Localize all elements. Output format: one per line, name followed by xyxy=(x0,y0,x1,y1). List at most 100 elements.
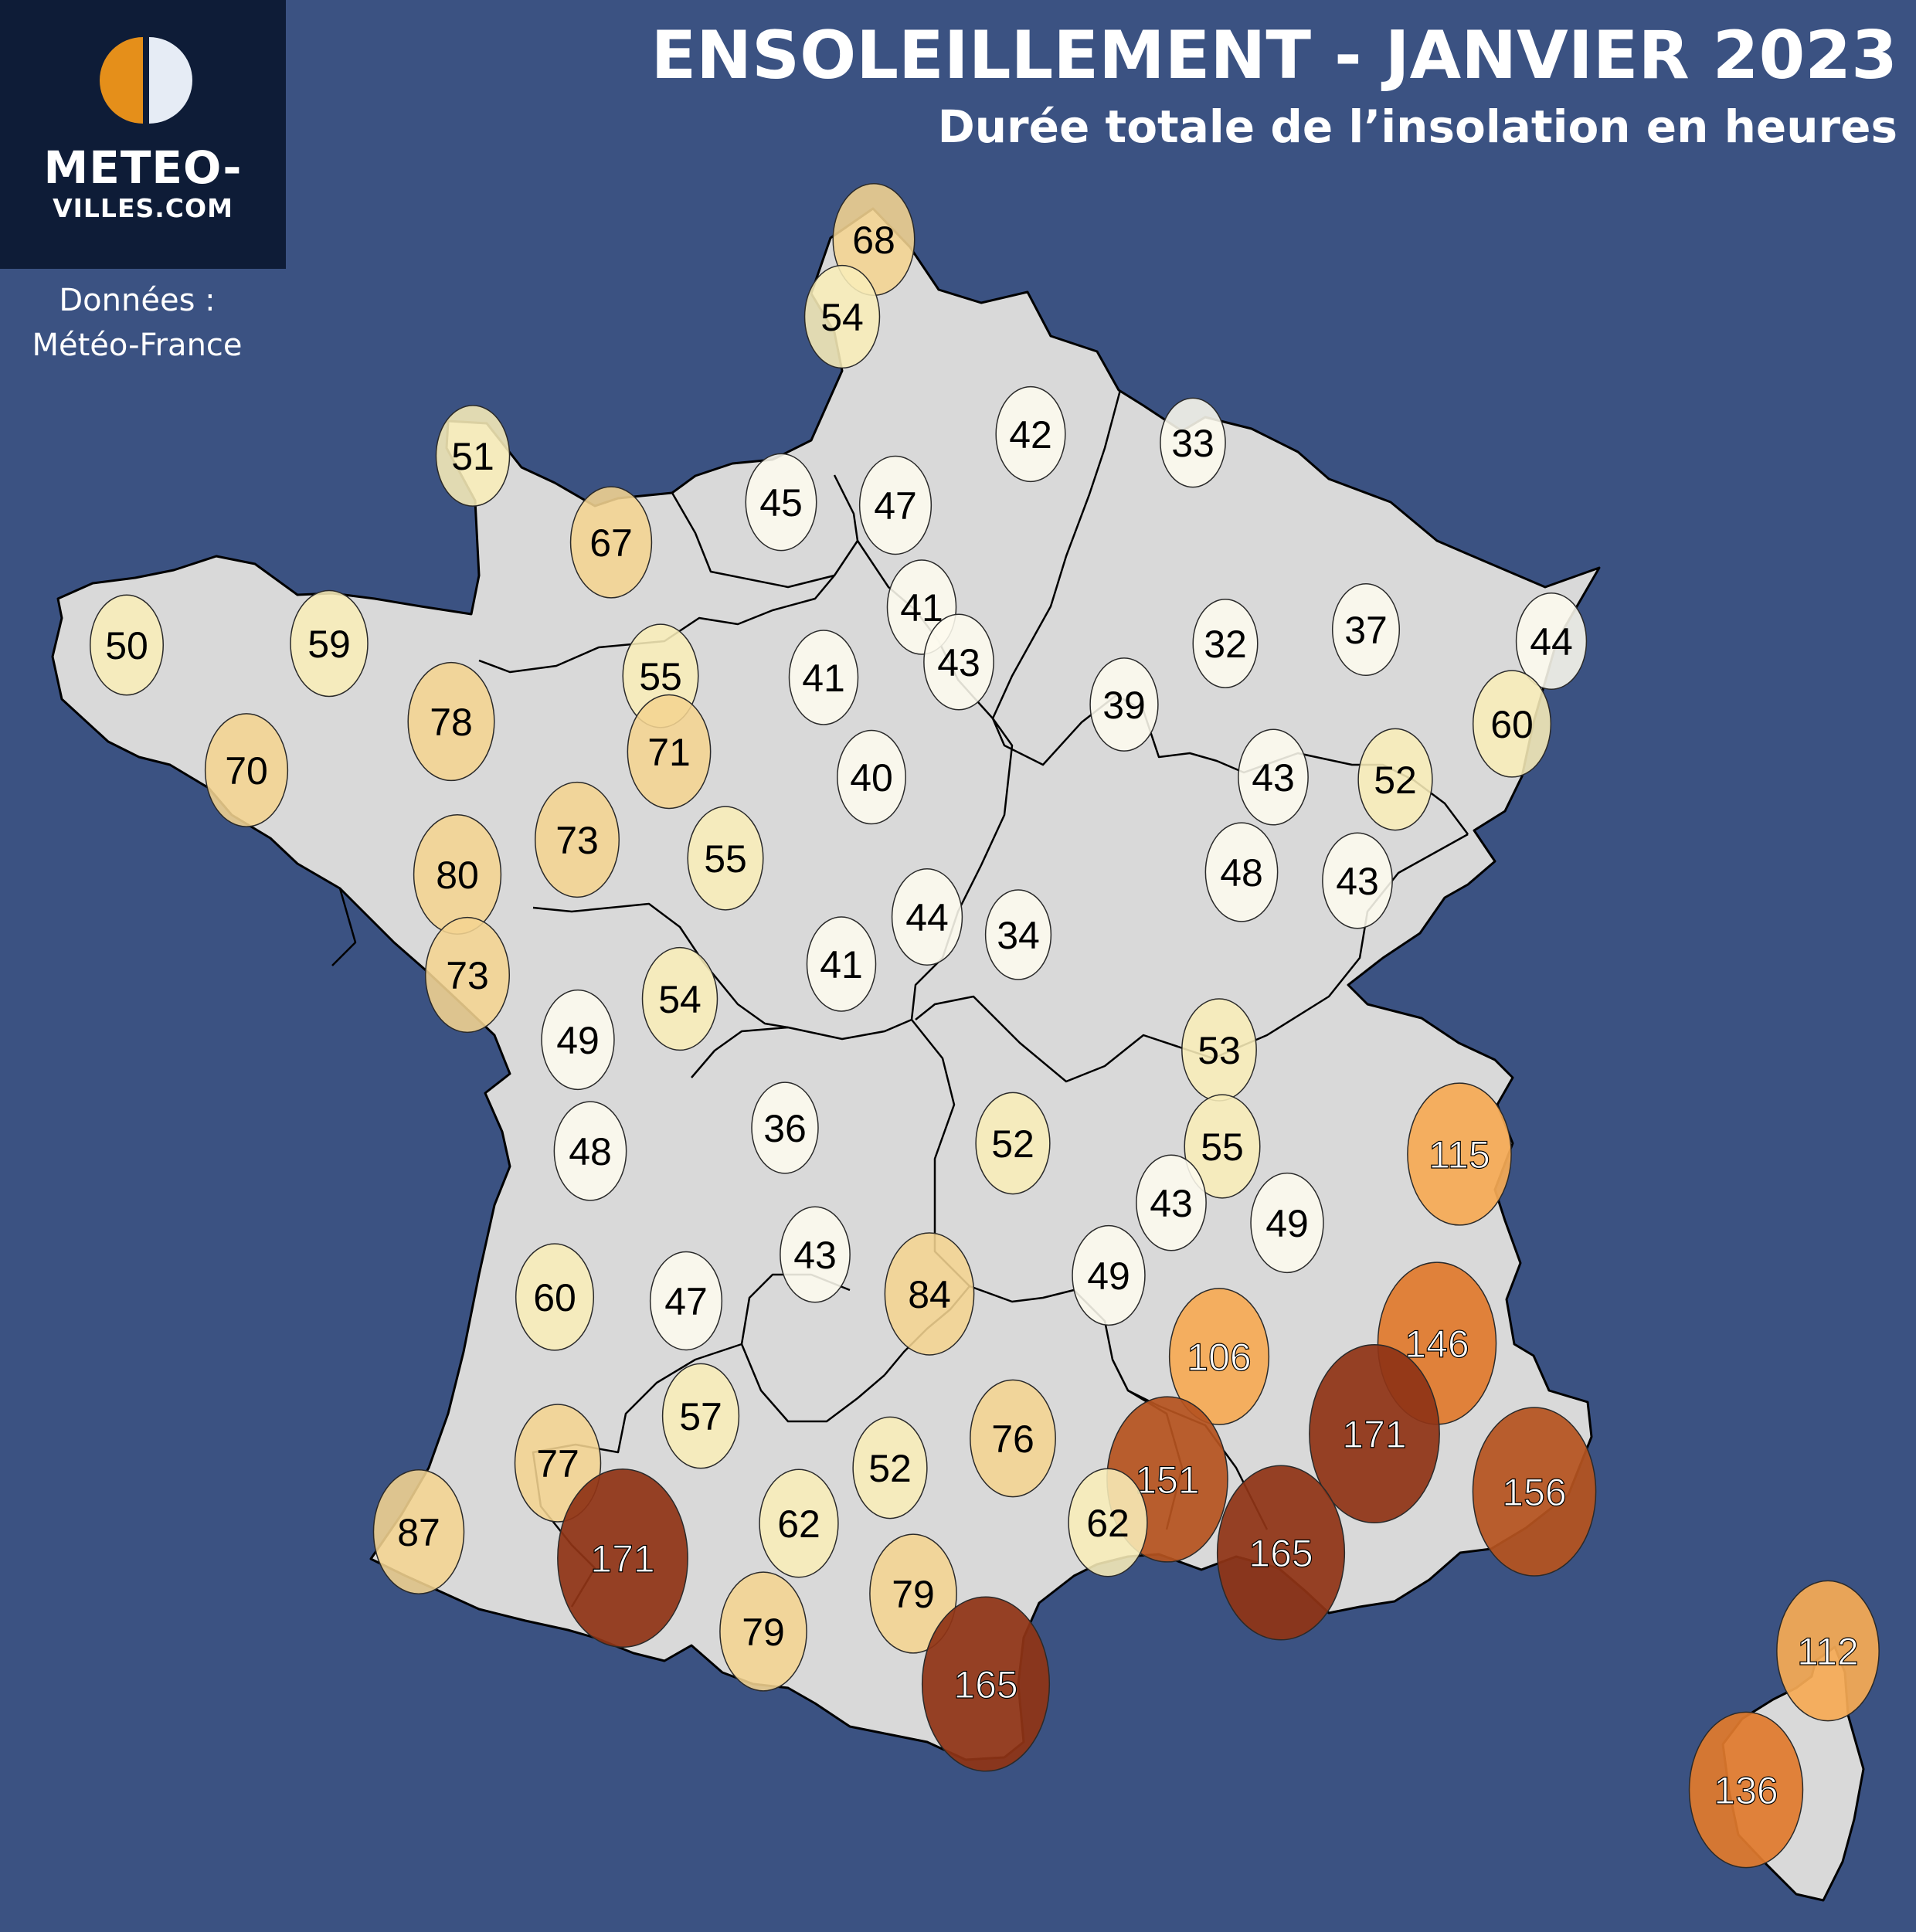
station-value: 68 xyxy=(852,219,895,262)
station-value: 73 xyxy=(446,954,489,997)
station-value: 115 xyxy=(1429,1133,1490,1177)
station-marker-shape xyxy=(1331,582,1401,677)
station-marker: 67 xyxy=(569,486,653,599)
station-value: 49 xyxy=(1087,1255,1130,1298)
station-marker: 39 xyxy=(1089,657,1159,752)
station-marker-shape xyxy=(515,1243,595,1351)
station-value: 43 xyxy=(1252,756,1295,800)
station-marker: 40 xyxy=(837,729,906,825)
station-value: 146 xyxy=(1405,1323,1469,1366)
station-value: 55 xyxy=(1201,1126,1244,1169)
station-value: 67 xyxy=(589,521,633,565)
station-marker-shape xyxy=(751,1081,819,1174)
station-marker: 115 xyxy=(1407,1082,1512,1226)
station-value: 45 xyxy=(759,481,803,525)
station-value: 62 xyxy=(777,1502,820,1546)
station-marker-shape xyxy=(553,1101,627,1201)
station-marker: 165 xyxy=(1216,1465,1346,1641)
station-value: 84 xyxy=(908,1273,951,1316)
station-marker-shape xyxy=(649,1251,723,1351)
station-value: 78 xyxy=(430,701,473,744)
sun-half-icon xyxy=(100,37,143,124)
station-marker: 156 xyxy=(1472,1407,1597,1577)
station-value: 43 xyxy=(1336,860,1379,903)
station-marker-shape xyxy=(869,1533,957,1654)
station-value: 43 xyxy=(1150,1182,1193,1225)
station-marker-shape xyxy=(852,1416,928,1519)
station-marker: 52 xyxy=(975,1092,1051,1195)
station-value: 54 xyxy=(820,296,864,339)
station-value: 136 xyxy=(1714,1769,1778,1812)
station-value: 44 xyxy=(905,896,949,939)
map-subtitle: Durée totale de l’insolation en heures xyxy=(937,100,1897,153)
station-marker-shape xyxy=(1309,1343,1440,1524)
station-marker: 54 xyxy=(803,264,881,369)
station-marker: 52 xyxy=(1357,728,1433,831)
station-marker: 62 xyxy=(1068,1468,1148,1577)
station-marker: 53 xyxy=(1181,998,1257,1102)
station-marker-shape xyxy=(1776,1580,1880,1722)
station-marker: 70 xyxy=(204,713,289,827)
station-marker: 59 xyxy=(290,589,369,698)
station-marker-shape xyxy=(1515,593,1588,690)
station-marker: 73 xyxy=(534,781,620,898)
station-marker-shape xyxy=(1204,822,1279,922)
station-marker: 34 xyxy=(984,889,1052,980)
station-marker-shape xyxy=(1068,1468,1148,1577)
station-marker: 71 xyxy=(627,694,712,810)
station-value: 156 xyxy=(1502,1471,1566,1514)
station-marker-shape xyxy=(745,453,817,552)
station-marker: 43 xyxy=(1136,1154,1207,1251)
station-value: 43 xyxy=(793,1234,837,1277)
station-marker-shape xyxy=(921,1596,1051,1772)
station-marker: 37 xyxy=(1331,582,1401,677)
station-marker-shape xyxy=(90,594,164,696)
station-marker: 43 xyxy=(780,1206,851,1303)
station-marker-shape xyxy=(1688,1711,1804,1869)
station-marker: 171 xyxy=(1309,1343,1440,1524)
station-value: 44 xyxy=(1530,620,1573,664)
station-value: 49 xyxy=(556,1019,600,1062)
station-marker-shape xyxy=(687,806,764,911)
station-value: 71 xyxy=(647,731,691,774)
station-marker-shape xyxy=(975,1092,1051,1195)
station-marker: 78 xyxy=(407,661,495,782)
logo-text-line2: VILLES.COM xyxy=(53,193,233,223)
station-marker: 41 xyxy=(806,916,877,1012)
station-marker-shape xyxy=(788,630,859,725)
station-marker: 79 xyxy=(869,1533,957,1654)
station-marker: 32 xyxy=(1192,599,1259,688)
station-marker-shape xyxy=(1168,1288,1270,1425)
station-marker: 87 xyxy=(372,1469,465,1594)
station-marker: 43 xyxy=(1238,728,1309,826)
station-marker: 47 xyxy=(649,1251,723,1351)
station-value: 59 xyxy=(307,623,351,666)
station-value: 32 xyxy=(1204,623,1247,666)
station-marker: 42 xyxy=(995,385,1066,483)
station-value: 112 xyxy=(1797,1630,1859,1673)
station-value: 52 xyxy=(1374,759,1417,802)
station-marker: 41 xyxy=(788,630,859,725)
station-marker: 43 xyxy=(1322,832,1393,929)
station-marker-shape xyxy=(803,264,881,369)
station-value: 80 xyxy=(436,854,479,897)
station-marker-shape xyxy=(1072,1224,1146,1326)
station-marker: 49 xyxy=(541,989,615,1091)
moon-half-icon xyxy=(149,37,192,124)
station-marker: 112 xyxy=(1776,1580,1880,1722)
station-value: 62 xyxy=(1086,1502,1130,1545)
station-marker-shape xyxy=(557,1468,688,1648)
station-marker-shape xyxy=(984,889,1052,980)
station-value: 43 xyxy=(937,641,980,684)
station-marker-shape xyxy=(1407,1082,1512,1226)
station-marker-shape xyxy=(806,916,877,1012)
station-value: 49 xyxy=(1265,1202,1309,1245)
station-marker-shape xyxy=(407,661,495,782)
station-marker-shape xyxy=(970,1379,1056,1498)
data-source: Données : Météo-France xyxy=(0,278,274,368)
station-value: 48 xyxy=(1220,851,1263,895)
station-marker: 55 xyxy=(687,806,764,911)
station-marker-shape xyxy=(995,385,1066,483)
station-value: 151 xyxy=(1135,1458,1199,1502)
